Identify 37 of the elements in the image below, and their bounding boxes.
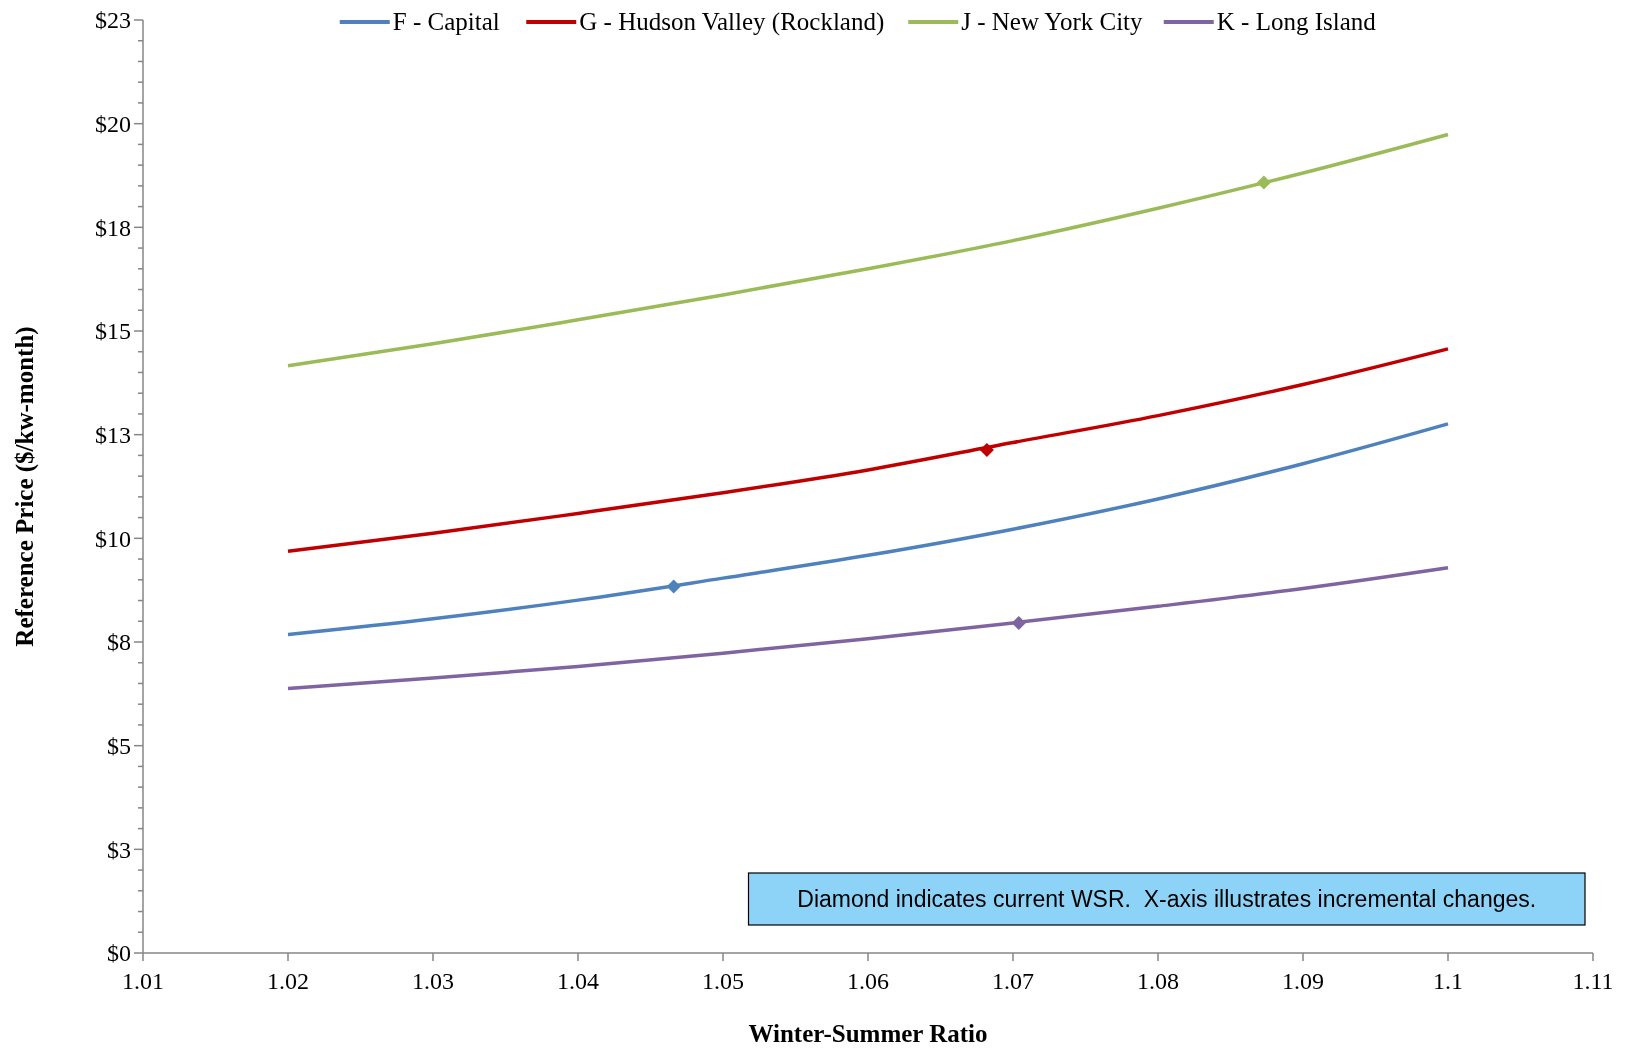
x-tick-label: 1.11 xyxy=(1572,968,1614,994)
annotation: Diamond indicates current WSR. X-axis illustrates incremental changes. xyxy=(797,886,1537,912)
point xyxy=(1011,615,1026,630)
y-tick-label: $0 xyxy=(107,940,131,967)
y-tick-label: $8 xyxy=(107,629,131,656)
note-box: Diamond indicates current WSR. X-axis illustrates incremental changes. xyxy=(747,872,1586,926)
legend-label: F - Capital xyxy=(392,8,500,35)
point xyxy=(1256,175,1271,190)
y-tick-label: $18 xyxy=(95,214,131,241)
line-series xyxy=(286,132,1450,368)
line-series xyxy=(286,422,1450,637)
x-tick-label: 1.01 xyxy=(122,968,164,994)
line-series xyxy=(286,347,1450,553)
y-tick-label: $5 xyxy=(107,733,131,760)
legend-label: K - Long Island xyxy=(1216,8,1377,35)
x-tick-label: 1.02 xyxy=(267,968,309,994)
y-tick-label: $15 xyxy=(95,318,131,345)
x-tick-label: 1.05 xyxy=(702,968,744,994)
x-tick-label: 1.03 xyxy=(412,968,454,994)
y-tick-label: $10 xyxy=(95,525,131,552)
legend-label: J - New York City xyxy=(961,8,1144,35)
y-tick-label: $3 xyxy=(107,836,131,863)
y-tick-label: $23 xyxy=(95,7,131,34)
y-axis-title: Reference Price ($/kw-month) xyxy=(11,326,39,647)
x-tick-label: 1.08 xyxy=(1137,968,1179,994)
legend-label: G - Hudson Valley (Rockland) xyxy=(579,8,885,36)
x-tick-label: 1.04 xyxy=(557,968,599,994)
point xyxy=(666,579,681,594)
point xyxy=(979,443,994,458)
x-axis-title: Winter-Summer Ratio xyxy=(748,1020,988,1047)
line-series xyxy=(286,566,1450,691)
y-tick-label: $20 xyxy=(95,111,131,138)
x-tick-label: 1.07 xyxy=(992,968,1034,994)
x-tick-label: 1.06 xyxy=(847,968,889,994)
x-tick-label: 1.1 xyxy=(1433,968,1463,994)
y-tick-label: $13 xyxy=(95,422,131,449)
x-tick-label: 1.09 xyxy=(1282,968,1324,994)
